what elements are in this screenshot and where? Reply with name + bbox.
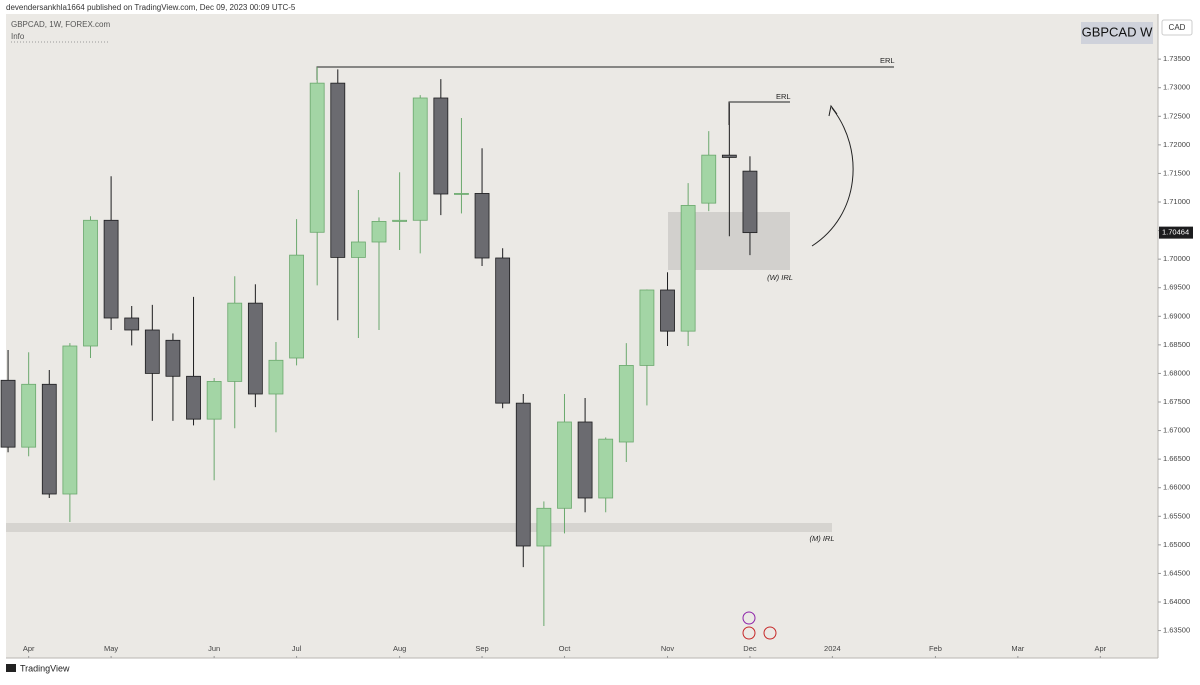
candle-body xyxy=(62,345,78,495)
brand-logo xyxy=(6,664,16,672)
currency-box[interactable] xyxy=(1161,19,1193,36)
y-tick-label: 1.66000 xyxy=(1163,483,1190,492)
candle-body xyxy=(41,383,57,495)
x-tick-label: Aug xyxy=(393,644,406,653)
info: Info xyxy=(11,32,25,41)
candle-body xyxy=(227,302,243,382)
candle-body xyxy=(83,219,98,347)
event-icon xyxy=(742,626,756,640)
y-tick-label: 1.64500 xyxy=(1163,568,1190,577)
candle-body xyxy=(515,402,531,547)
y-tick-label: 1.67500 xyxy=(1163,397,1190,406)
x-tick-label: Jun xyxy=(208,644,220,653)
candle-body xyxy=(742,170,758,234)
y-tick-label: 1.72500 xyxy=(1163,111,1190,120)
y-tick-label: 1.69500 xyxy=(1163,283,1190,292)
candle-body xyxy=(206,381,222,420)
y-tick-label: 1.65500 xyxy=(1163,511,1190,520)
y-tick-label: 1.63500 xyxy=(1163,626,1190,635)
x-tick-label: Sep xyxy=(475,644,488,653)
x-tick-label: Oct xyxy=(559,644,572,653)
x-tick-label: Apr xyxy=(1094,644,1106,653)
y-tick-label: 1.72000 xyxy=(1163,140,1190,149)
candle-body xyxy=(433,97,449,195)
annotation: ERL xyxy=(880,56,895,65)
candle-body xyxy=(103,219,119,319)
m-irl-zone xyxy=(6,523,832,532)
candle-body xyxy=(186,375,201,420)
y-tick-label: 1.67000 xyxy=(1163,426,1190,435)
candle-body xyxy=(536,507,552,547)
y-tick-label: 1.68500 xyxy=(1163,340,1190,349)
candle-body xyxy=(124,317,140,331)
brand: TradingView xyxy=(20,663,70,673)
y-tick-label: 1.69000 xyxy=(1163,311,1190,320)
candle-body xyxy=(21,383,37,448)
x-tick-label: Apr xyxy=(23,644,35,653)
x-tick-label: Dec xyxy=(743,644,757,653)
candle-body xyxy=(371,221,387,243)
event-icon xyxy=(742,611,756,625)
candle-body xyxy=(721,154,737,158)
annotation: ERL xyxy=(776,92,791,101)
event-icon xyxy=(763,626,777,640)
x-tick-label: Feb xyxy=(929,644,942,653)
publisher: devendersankhla1664 published on Trading… xyxy=(6,3,296,12)
y-tick-label: 1.71500 xyxy=(1163,168,1190,177)
candle-body xyxy=(268,359,284,395)
candle-body xyxy=(474,193,490,259)
candle-body xyxy=(639,289,655,366)
candle-body xyxy=(495,257,511,404)
x-tick-label: May xyxy=(104,644,118,653)
candle-body xyxy=(412,97,428,221)
candle-body xyxy=(144,329,160,374)
candle-body xyxy=(0,379,16,448)
y-tick-label: 1.68000 xyxy=(1163,368,1190,377)
arrow xyxy=(811,107,854,247)
y-tick-label: 1.71000 xyxy=(1163,197,1190,206)
symbol-badge-bg xyxy=(1081,22,1153,44)
y-tick-label: 1.66500 xyxy=(1163,454,1190,463)
last-price-box xyxy=(1159,226,1193,239)
candle-body xyxy=(598,438,614,499)
x-tick-label: Nov xyxy=(661,644,675,653)
currency[interactable]: CAD xyxy=(1169,23,1186,32)
y-tick-label: 1.73000 xyxy=(1163,83,1190,92)
candle-body xyxy=(289,254,304,359)
candle-body xyxy=(330,82,346,258)
last-price: 1.70464 xyxy=(1162,228,1189,237)
annotation: (M) IRL xyxy=(810,534,835,543)
event-icons xyxy=(742,611,777,640)
y-tick-label: 1.73500 xyxy=(1163,54,1190,63)
candle-body xyxy=(618,365,634,443)
symbol-title: GBPCAD, 1W, FOREX.com xyxy=(11,20,110,29)
candle-body xyxy=(392,219,408,222)
symbol-badge: GBPCAD W xyxy=(1082,24,1154,39)
candle-body xyxy=(454,193,469,195)
candle-body xyxy=(701,154,717,204)
y-tick-label: 1.70000 xyxy=(1163,254,1190,263)
y-tick-label: 1.65000 xyxy=(1163,540,1190,549)
candle-body xyxy=(309,82,325,233)
candle-body xyxy=(351,241,366,258)
plot-bg xyxy=(6,14,1158,658)
candle-body xyxy=(577,421,593,499)
annotation: (W) IRL xyxy=(767,273,793,282)
x-tick-label: Jul xyxy=(292,644,302,653)
x-tick-label: 2024 xyxy=(824,644,841,653)
arrow-head xyxy=(828,104,838,117)
candle-body xyxy=(247,302,263,395)
candle-body xyxy=(680,205,696,332)
candle-body xyxy=(165,339,181,377)
candle-body xyxy=(660,289,675,332)
candle-body xyxy=(557,421,572,509)
y-tick-label: 1.64000 xyxy=(1163,597,1190,606)
x-tick-label: Mar xyxy=(1011,644,1024,653)
